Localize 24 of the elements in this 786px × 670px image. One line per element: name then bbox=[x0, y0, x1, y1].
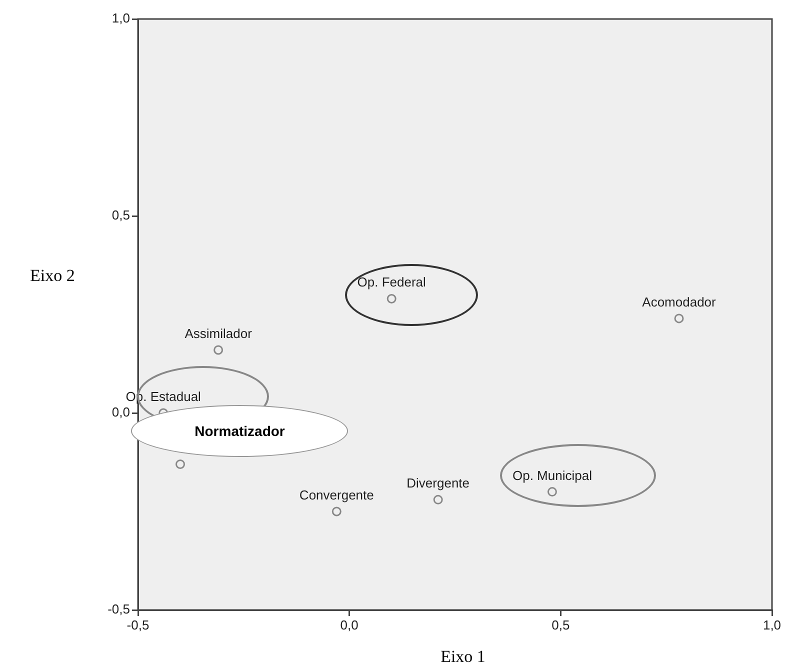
x-tick-label: -0,5 bbox=[126, 617, 150, 632]
y-tick-label: 0,5 bbox=[112, 208, 130, 223]
annotation: Normatizador bbox=[194, 423, 285, 440]
x-tick-label: 1,0 bbox=[762, 617, 782, 632]
x-axis-title: Eixo 1 bbox=[440, 647, 486, 666]
point bbox=[176, 459, 186, 469]
point bbox=[332, 506, 342, 516]
annotation: Divergente bbox=[406, 476, 470, 491]
annotation: Op. Federal bbox=[357, 274, 426, 290]
x-tick-label: 0,5 bbox=[552, 617, 570, 632]
annotation: Convergente bbox=[299, 488, 374, 502]
x-tick-label: 0,0 bbox=[340, 617, 358, 632]
y-tick-label: 0,0 bbox=[112, 404, 130, 420]
y-tick-label: 1,0 bbox=[112, 10, 130, 26]
y-axis-title: Eixo 2 bbox=[30, 266, 75, 285]
point bbox=[386, 294, 396, 304]
point bbox=[674, 314, 684, 324]
point bbox=[214, 345, 224, 355]
annotation: Op. Municipal bbox=[512, 468, 592, 483]
annotation: Acomodador bbox=[642, 294, 717, 310]
point bbox=[547, 487, 557, 497]
point bbox=[433, 494, 443, 504]
annotation: Assimilador bbox=[184, 326, 253, 341]
y-tick-label: -0,5 bbox=[108, 602, 130, 617]
